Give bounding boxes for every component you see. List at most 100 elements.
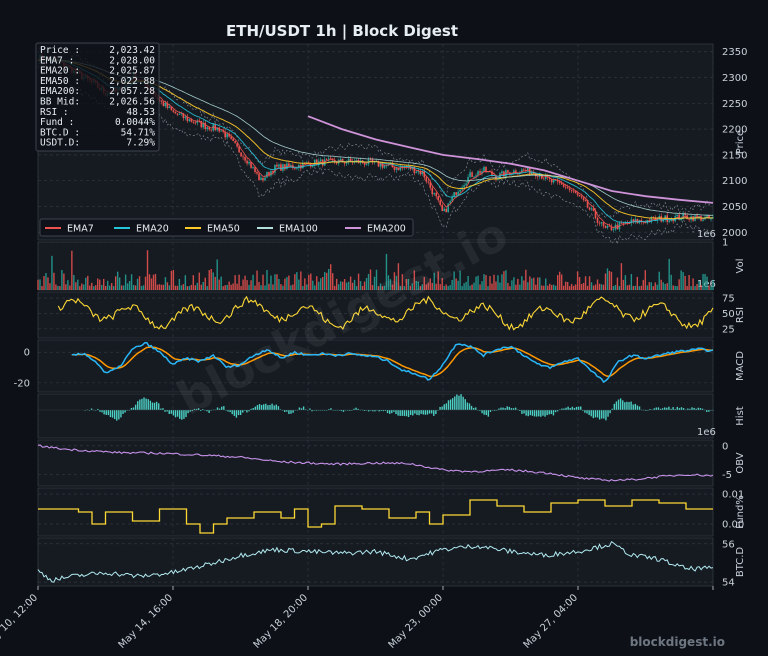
hist-bar [420, 410, 422, 414]
hist-bar [202, 409, 204, 410]
volume-bar [234, 275, 236, 290]
candle-body [532, 172, 535, 174]
volume-bar [128, 280, 131, 290]
info-value-9: 7.29% [126, 138, 155, 149]
candle-body [371, 159, 374, 163]
hist-bar [693, 407, 695, 410]
hist-bar [422, 410, 424, 415]
legend-label-3: EMA100 [279, 224, 318, 235]
volume-bar [473, 282, 475, 290]
candle-body [425, 177, 428, 182]
volume-bar [421, 284, 423, 290]
hist-bar [527, 410, 529, 417]
candle-body [238, 146, 240, 153]
volume-bar [379, 283, 382, 290]
hist-bar [227, 410, 229, 412]
brand-label: blockdigest.io [630, 635, 725, 649]
volume-bar [154, 273, 157, 290]
hist-bar [649, 408, 651, 410]
hist-bar [288, 410, 290, 415]
volume-bar [126, 283, 129, 290]
candle-body [180, 113, 183, 115]
volume-bar [507, 282, 509, 290]
volume-bar [75, 282, 77, 290]
volume-bar [556, 275, 559, 290]
hist-bar [378, 410, 380, 412]
hist-bar [699, 408, 702, 410]
volume-bar [258, 281, 260, 290]
candle-body [463, 185, 465, 188]
hist-bar [548, 410, 550, 415]
candle-body [580, 196, 583, 198]
volume-bar [371, 285, 374, 290]
candle-body [676, 214, 678, 217]
volume-bar [668, 258, 670, 290]
hist-bar [395, 410, 397, 415]
info-value-5: 2,026.56 [109, 97, 155, 108]
candle-body [417, 170, 420, 172]
volume-bar [314, 285, 316, 290]
hist-bar [407, 410, 410, 418]
candle-body [170, 106, 173, 111]
candle-body [248, 161, 250, 164]
volume-bar [457, 280, 459, 290]
volume-bar [324, 272, 326, 290]
hist-bar [246, 410, 248, 413]
info-value-1: 2,028.00 [109, 55, 155, 66]
volume-bar [461, 286, 463, 290]
volume-bar [304, 278, 306, 290]
candle-body [246, 160, 248, 164]
volume-bar [375, 269, 378, 290]
ytick-obv-0: -5 [722, 470, 732, 481]
hist-bar [430, 410, 433, 414]
candle-body [570, 189, 573, 191]
hist-bar [519, 410, 521, 411]
candle-body [525, 169, 527, 171]
volume-bar [190, 284, 193, 290]
hist-bar [191, 410, 194, 412]
volume-bar [148, 274, 151, 290]
legend: EMA7 EMA20 EMA50 EMA100 EMA200 [39, 218, 414, 237]
volume-bar [254, 285, 256, 290]
hist-bar [628, 402, 630, 410]
hist-bar [313, 410, 315, 411]
volume-bar [200, 284, 202, 290]
candle-body [196, 120, 199, 123]
volume-bar [543, 285, 545, 290]
volume-bar [296, 272, 298, 290]
hist-bar [166, 410, 168, 412]
volume-bar [622, 279, 625, 290]
volume-bar [208, 270, 210, 290]
ytick-price-4: 2200 [722, 125, 747, 136]
candle-body [612, 229, 615, 231]
hist-bar [206, 410, 208, 412]
volume-bar [222, 286, 224, 290]
scale-note-hist: 1e6 [697, 427, 716, 438]
hist-bar [454, 396, 456, 410]
ytick-obv-1: 0 [722, 441, 728, 452]
hist-bar [269, 404, 271, 410]
volume-bar [268, 283, 270, 290]
hist-bar [132, 407, 135, 410]
volume-bar [196, 282, 198, 290]
candle-body [636, 218, 639, 224]
hist-bar [380, 410, 382, 411]
candle-body [419, 170, 422, 175]
hist-bar [141, 398, 143, 410]
hist-bar [493, 410, 496, 411]
candle-body [578, 194, 581, 197]
info-value-3: 2,022.88 [109, 76, 155, 87]
volume-bar [459, 270, 461, 290]
volume-bar [206, 286, 208, 290]
hist-bar [353, 408, 355, 410]
hist-bar [582, 410, 584, 411]
volume-bar [616, 277, 619, 290]
volume-bar [172, 269, 175, 290]
volume-bar [63, 273, 65, 290]
candle-body [188, 119, 191, 121]
series-line-ema200 [307, 115, 714, 204]
hist-bar [122, 410, 124, 414]
volume-bar [441, 278, 443, 290]
candle-body [355, 160, 358, 161]
candle-body [437, 196, 440, 201]
